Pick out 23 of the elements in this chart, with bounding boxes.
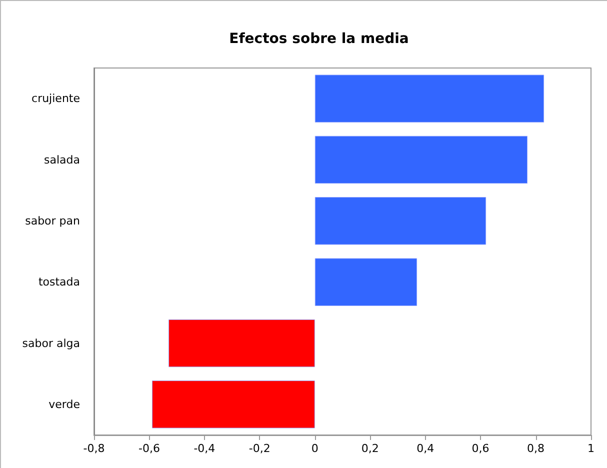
bar: [314, 136, 528, 184]
bar: [314, 258, 418, 306]
bar: [314, 197, 486, 245]
x-tick-label: 0,4: [416, 442, 434, 455]
y-tick-label: crujiente: [32, 92, 80, 106]
x-tick-label: 0,2: [361, 442, 379, 455]
x-tick-label: 0,6: [472, 442, 490, 455]
y-tick-label: sabor pan: [25, 214, 80, 228]
x-tick-label: -0,8: [83, 442, 105, 455]
bar: [152, 380, 315, 428]
bar: [168, 319, 315, 368]
x-tick-label: 0,8: [527, 442, 545, 455]
x-tick-label: 1: [588, 442, 594, 455]
x-tick-label: 0: [311, 442, 318, 455]
x-tick-label: -0,6: [138, 442, 160, 455]
x-tick-label: -0,2: [248, 442, 270, 455]
chart-title: Efectos sobre la media: [229, 31, 409, 47]
x-tick-label: -0,4: [194, 442, 216, 455]
y-tick-label: salada: [44, 153, 80, 166]
y-tick-label: tostada: [38, 276, 80, 289]
y-tick-label: verde: [48, 398, 80, 411]
bar: [314, 74, 544, 122]
y-tick-label: sabor alga: [22, 336, 80, 350]
